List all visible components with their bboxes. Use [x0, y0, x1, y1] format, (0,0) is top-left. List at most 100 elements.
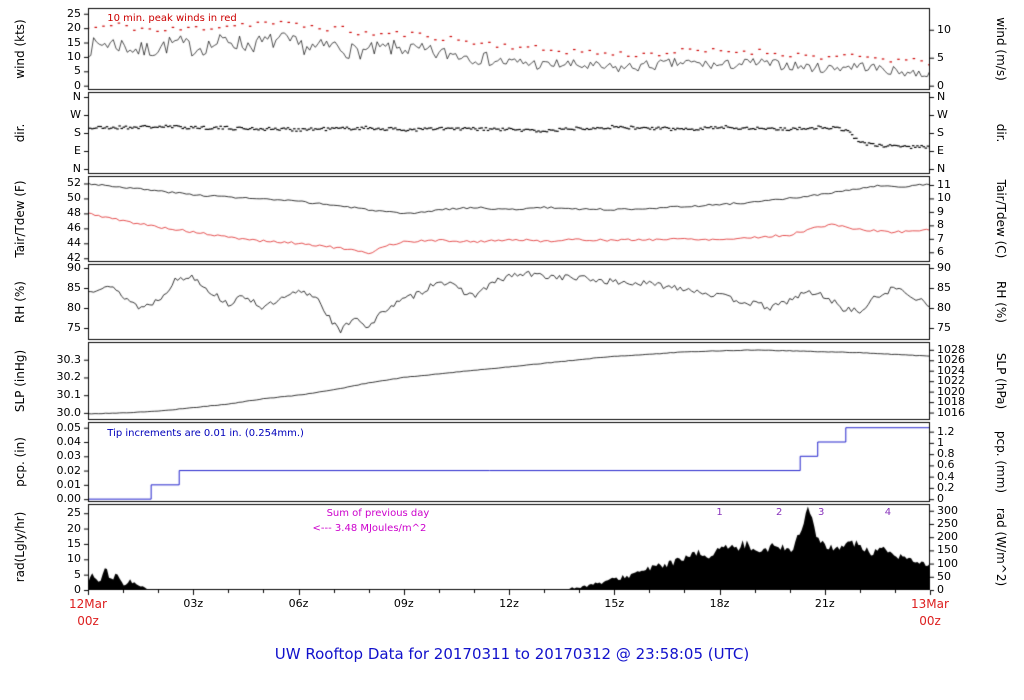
- y-tick-label-wind: 0: [937, 78, 944, 92]
- y-tick-label-temp: 48: [67, 206, 81, 220]
- annotation-pcp: Tip increments are 0.01 in. (0.254mm.): [107, 428, 304, 440]
- y-tick-label-wind: 25: [67, 6, 81, 20]
- y-tick-label-rh: 80: [67, 301, 81, 314]
- annotation-rad: 3: [818, 506, 825, 518]
- y-tick-label-rad: 300: [937, 503, 958, 517]
- y-tick-label-slp: 1020: [937, 384, 965, 398]
- y-tick-label-temp: 7: [937, 231, 944, 245]
- y-tick-label-rh: 75: [937, 321, 951, 334]
- axis-label-left-wind: wind (kts): [13, 19, 27, 79]
- y-tick-label-slp: 30.2: [56, 370, 82, 384]
- y-tick-label-temp: 46: [67, 221, 81, 235]
- axis-label-left-dir: dir.: [13, 123, 27, 143]
- y-tick-label-wind: 0: [74, 78, 81, 92]
- y-tick-label-wind: 10: [67, 49, 81, 63]
- axis-label-right-rad: rad (W/m^2): [994, 507, 1008, 587]
- y-tick-label-temp: 44: [67, 236, 81, 250]
- y-tick-label-rad: 20: [67, 521, 81, 535]
- y-tick-label-wind: 15: [67, 35, 81, 49]
- y-tick-label-pcp: 0: [937, 492, 944, 506]
- annotation-rad: 4: [884, 506, 892, 518]
- y-tick-label-pcp: 0.03: [56, 449, 82, 463]
- y-tick-label-rad: 250: [937, 516, 958, 530]
- y-tick-label-rh: 80: [937, 301, 951, 314]
- x-tick-label: 06z: [288, 597, 309, 610]
- annotation-rad: 2: [775, 506, 783, 518]
- y-tick-label-pcp: 0.2: [937, 480, 955, 494]
- y-tick-label-rh: 75: [67, 321, 81, 334]
- y-tick-label-rad: 0: [937, 583, 944, 596]
- axis-label-left-rh: RH (%): [13, 281, 27, 323]
- y-tick-label-pcp: 0.02: [56, 463, 82, 477]
- y-tick-label-wind: 10: [937, 22, 951, 36]
- axis-label-right-wind: wind (m/s): [994, 17, 1008, 81]
- y-tick-label-pcp: 0.04: [56, 435, 82, 448]
- y-tick-label-pcp: 1.2: [937, 424, 955, 438]
- y-tick-label-rad: 0: [74, 583, 81, 596]
- y-tick-label-rad: 200: [937, 530, 958, 544]
- x-axis-end-hour: 00z: [919, 614, 941, 628]
- axis-label-right-pcp: pcp. (mm): [994, 430, 1008, 494]
- y-tick-label-dir: N: [937, 90, 946, 103]
- y-tick-label-temp: 6: [937, 245, 944, 259]
- y-tick-label-slp: 1024: [937, 363, 965, 377]
- y-tick-label-temp: 50: [67, 191, 81, 205]
- x-tick-label: 15z: [604, 597, 625, 610]
- y-tick-label-slp: 1016: [937, 405, 965, 419]
- y-tick-label-wind: 5: [937, 50, 944, 64]
- y-tick-label-dir: N: [72, 162, 81, 175]
- y-tick-label-dir: E: [74, 144, 81, 157]
- y-tick-label-rad: 10: [67, 552, 81, 566]
- axis-label-left-temp: Tair/Tdew (F): [13, 180, 27, 258]
- y-tick-label-rh: 90: [937, 261, 951, 274]
- y-tick-label-pcp: 0.4: [937, 469, 955, 483]
- y-tick-label-temp: 10: [937, 191, 951, 205]
- y-tick-label-rad: 100: [937, 556, 958, 570]
- y-tick-label-slp: 30.1: [56, 388, 82, 402]
- y-tick-label-dir: E: [937, 144, 944, 157]
- axis-label-right-rh: RH (%): [994, 281, 1008, 323]
- y-tick-label-wind: 5: [74, 64, 81, 78]
- y-tick-label-temp: 42: [67, 251, 81, 265]
- axis-label-right-slp: SLP (hPa): [994, 352, 1008, 410]
- x-axis-end-date: 13Mar: [911, 597, 949, 611]
- y-tick-label-pcp: 0.01: [56, 477, 82, 491]
- annotation-rad: <--- 3.48 MJoules/m^2: [312, 522, 427, 534]
- y-tick-label-slp: 1028: [937, 342, 965, 356]
- y-tick-label-temp: 9: [937, 204, 944, 218]
- annotation-rad: 1: [716, 506, 723, 518]
- y-tick-label-dir: S: [74, 126, 81, 139]
- axis-label-right-dir: dir.: [994, 123, 1008, 143]
- y-tick-label-slp: 30.0: [56, 405, 82, 419]
- y-tick-label-rad: 5: [74, 567, 81, 581]
- y-tick-label-dir: N: [72, 90, 81, 103]
- x-tick-label: 21z: [814, 597, 835, 610]
- x-tick-label: 12z: [499, 597, 519, 610]
- y-tick-label-rh: 85: [67, 281, 81, 294]
- y-tick-label-dir: W: [937, 108, 948, 121]
- y-tick-label-rad: 25: [67, 506, 81, 520]
- x-tick-label: 18z: [709, 597, 730, 610]
- annotation-wind: 10 min. peak winds in red: [107, 12, 237, 24]
- y-tick-label-wind: 20: [67, 21, 81, 35]
- y-tick-label-slp: 30.3: [56, 352, 82, 366]
- y-tick-label-pcp: 0.6: [937, 458, 955, 472]
- y-tick-label-rad: 150: [937, 543, 958, 557]
- y-tick-label-pcp: 0.05: [56, 420, 82, 434]
- y-tick-label-slp: 1026: [937, 353, 965, 367]
- y-tick-label-rad: 15: [67, 536, 81, 550]
- y-tick-label-rad: 50: [937, 569, 951, 583]
- x-tick-label: 09z: [393, 597, 414, 610]
- y-tick-label-pcp: 1: [937, 435, 944, 449]
- y-tick-label-slp: 1022: [937, 374, 965, 388]
- y-tick-label-temp: 8: [937, 218, 944, 232]
- axis-label-left-pcp: pcp. (in): [13, 437, 27, 487]
- axis-label-left-slp: SLP (inHg): [13, 349, 27, 413]
- axis-label-right-temp: Tair/Tdew (C): [994, 179, 1008, 259]
- y-tick-label-pcp: 0.00: [56, 492, 82, 506]
- x-axis-start-date: 12Mar: [69, 597, 107, 611]
- y-tick-label-slp: 1018: [937, 395, 965, 409]
- y-tick-label-dir: N: [937, 162, 946, 175]
